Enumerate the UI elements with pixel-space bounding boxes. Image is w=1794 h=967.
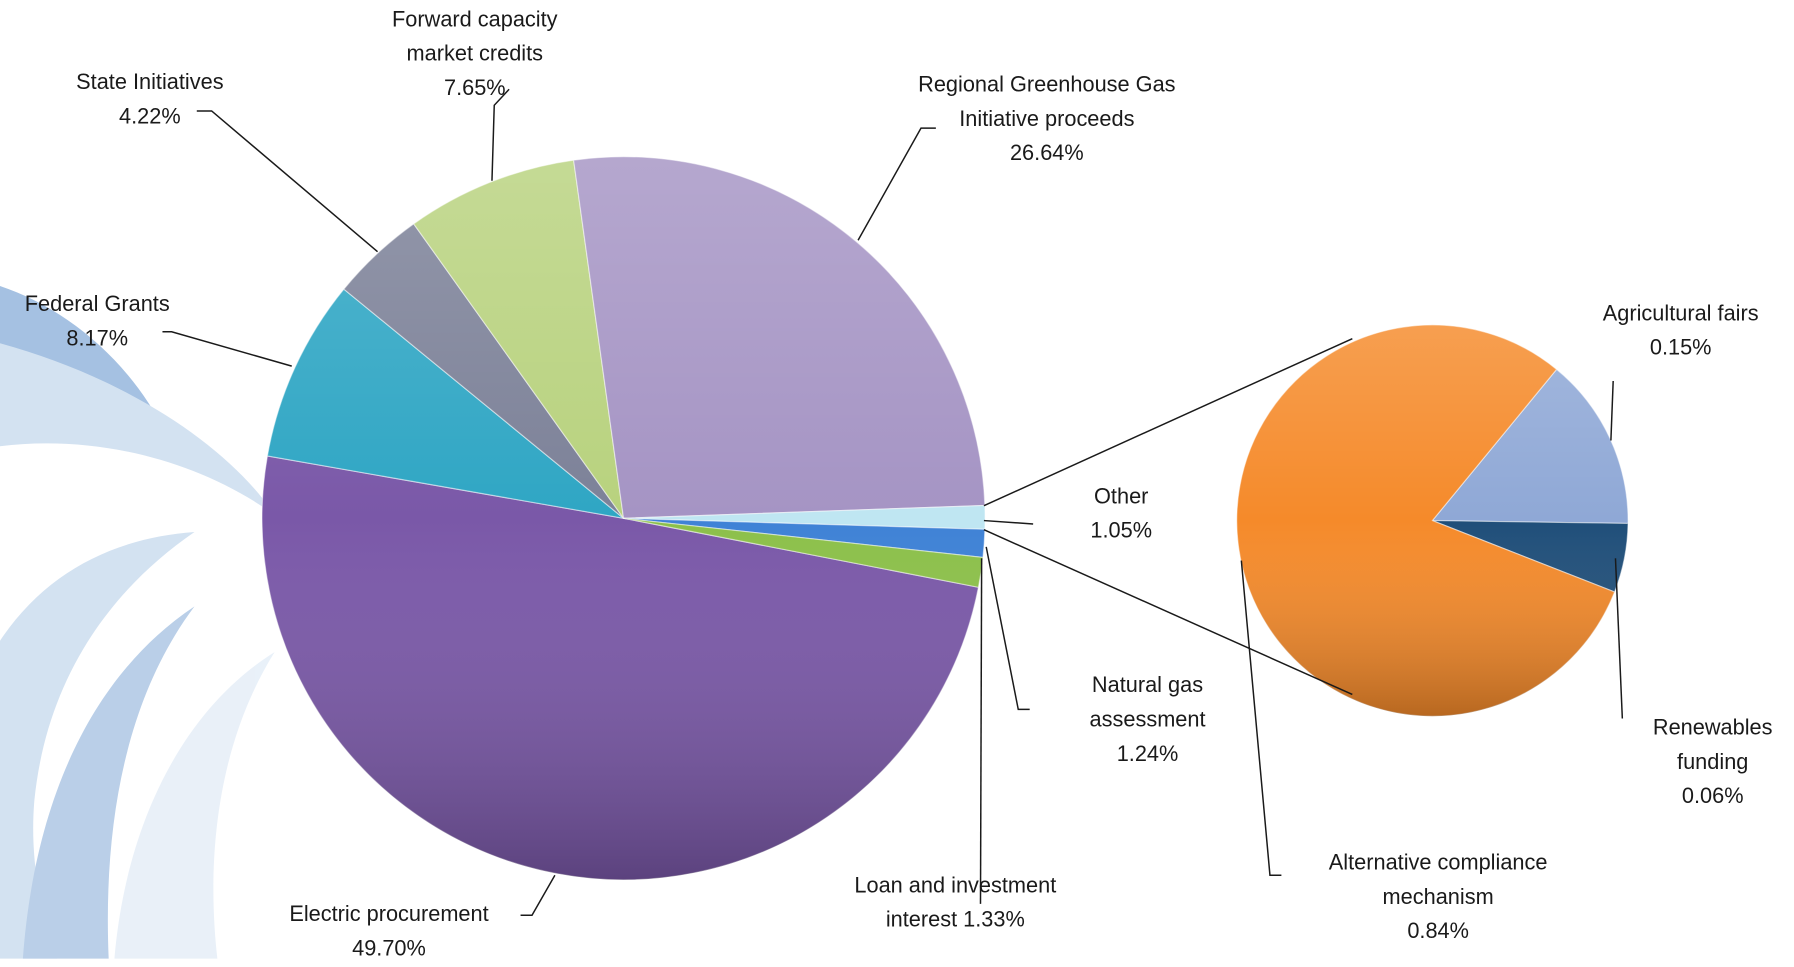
data-label: Loan and investment interest 1.33%: [824, 870, 1087, 939]
data-label: Natural gas assessment 1.24%: [1073, 669, 1222, 772]
category-label: Loan and investment interest: [854, 874, 1056, 932]
value-label: 1.05%: [1064, 515, 1178, 549]
category-label: Agricultural fairs: [1603, 302, 1759, 326]
data-label: Federal Grants 8.17%: [0, 288, 194, 357]
value-label: 1.33%: [963, 908, 1025, 932]
leader-line: [984, 521, 1033, 524]
pie-slice: [574, 157, 985, 519]
leader-line: [986, 547, 1029, 709]
value-label: 0.15%: [1572, 332, 1789, 366]
data-label: Alternative compliance mechanism 0.84%: [1295, 847, 1581, 950]
leader-line: [521, 875, 555, 915]
value-label: 4.22%: [47, 101, 253, 135]
data-label: Forward capacity market credits 7.65%: [372, 3, 578, 106]
value-label: 26.64%: [912, 137, 1181, 171]
category-label: Other: [1094, 485, 1148, 509]
category-label: State Initiatives: [76, 71, 223, 95]
data-label: Regional Greenhouse Gas Initiative proce…: [912, 69, 1181, 172]
data-label: State Initiatives 4.22%: [47, 66, 253, 135]
category-label: Electric procurement: [289, 903, 488, 927]
leader-line: [980, 558, 981, 904]
category-label: Alternative compliance mechanism: [1329, 851, 1548, 909]
category-label: Federal Grants: [25, 293, 170, 317]
page: {"chart_data": {"type": "pie-of-pie", "c…: [0, 0, 1794, 959]
background-swirls: [0, 286, 275, 959]
slices: [262, 157, 1628, 880]
category-label: Natural gas assessment: [1090, 674, 1206, 732]
chart-svg: [0, 0, 1794, 959]
data-label: Agricultural fairs 0.15%: [1572, 297, 1789, 366]
data-label: Renewables funding 0.06%: [1644, 712, 1781, 815]
value-label: 7.65%: [372, 72, 578, 106]
data-label: Other 1.05%: [1064, 481, 1178, 550]
data-label: Electric procurement 49.70%: [257, 898, 520, 967]
value-label: 1.24%: [1073, 738, 1222, 772]
value-label: 8.17%: [0, 323, 194, 357]
leader-line: [1611, 381, 1613, 440]
value-label: 49.70%: [257, 932, 520, 966]
category-label: Forward capacity market credits: [392, 8, 558, 66]
leader-line: [1615, 558, 1622, 718]
value-label: 0.06%: [1644, 780, 1781, 814]
chart: Electric procurement 49.70%Federal Grant…: [0, 0, 1794, 959]
category-label: Renewables funding: [1653, 716, 1773, 774]
category-label: Regional Greenhouse Gas Initiative proce…: [918, 73, 1175, 131]
value-label: 0.84%: [1295, 915, 1581, 949]
